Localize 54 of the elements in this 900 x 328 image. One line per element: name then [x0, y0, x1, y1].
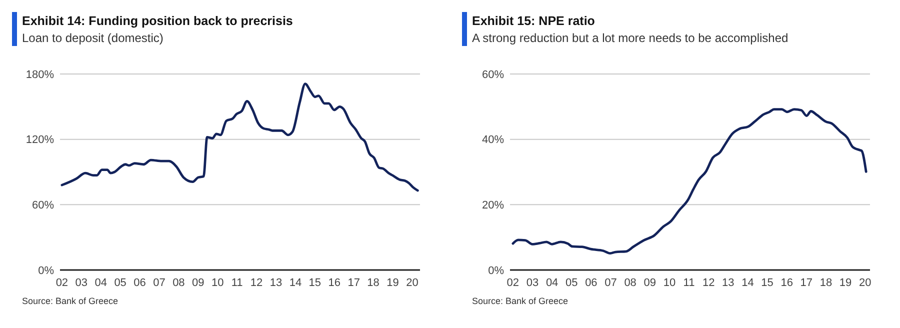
x-tick-label: 19 [839, 277, 852, 289]
x-tick-label: 10 [211, 277, 224, 289]
x-tick-label: 17 [348, 277, 360, 289]
x-tick-label: 11 [231, 277, 243, 289]
x-tick-label: 14 [289, 277, 302, 289]
x-tick-label: 06 [585, 277, 598, 289]
x-tick-label: 13 [722, 277, 734, 289]
source-note: Source: Bank of Greece [22, 296, 118, 306]
x-tick-label: 18 [820, 277, 832, 289]
x-tick-label: 05 [114, 277, 126, 289]
x-tick-label: 02 [506, 277, 520, 289]
source-note: Source: Bank of Greece [472, 296, 568, 306]
x-tick-label: 20 [406, 277, 418, 289]
x-tick-label: 09 [644, 277, 656, 289]
x-tick-label: 02 [56, 277, 68, 289]
x-tick-label: 12 [702, 277, 715, 289]
x-tick-label: 08 [624, 277, 636, 289]
x-tick-label: 07 [604, 277, 617, 289]
x-tick-label: 10 [663, 277, 676, 289]
chart-subtitle: A strong reduction but a lot more needs to be accomplished [472, 31, 788, 45]
x-tick-label: 04 [546, 277, 558, 289]
chart-subtitle: Loan to deposit (domestic) [22, 31, 164, 45]
x-tick-label: 08 [172, 277, 185, 289]
y-tick-label: 60% [482, 68, 504, 81]
chart-title: Exhibit 15: NPE ratio [472, 14, 596, 28]
y-tick-label: 20% [482, 200, 504, 212]
y-tick-label: 0% [488, 264, 504, 277]
x-tick-label: 04 [94, 277, 107, 289]
y-tick-label: 40% [482, 134, 504, 146]
x-tick-label: 11 [683, 277, 695, 289]
x-tick-label: 09 [192, 277, 204, 289]
x-tick-label: 16 [780, 277, 793, 289]
x-tick-label: 19 [386, 277, 399, 289]
x-tick-label: 14 [742, 277, 754, 289]
y-tick-label: 180% [26, 68, 54, 81]
x-tick-label: 13 [270, 277, 282, 289]
x-tick-label: 03 [526, 277, 539, 289]
y-tick-label: 0% [38, 264, 54, 277]
x-tick-label: 06 [134, 277, 146, 289]
x-tick-label: 20 [858, 277, 872, 289]
chart-title: Exhibit 14: Funding position back to precrisis [22, 14, 293, 28]
line-series [512, 108, 868, 255]
x-tick-label: 05 [566, 277, 578, 289]
x-tick-label: 15 [308, 277, 322, 289]
x-tick-label: 18 [367, 277, 380, 289]
line-series [60, 82, 419, 192]
x-tick-label: 17 [800, 277, 813, 289]
y-tick-label: 60% [32, 200, 54, 212]
x-tick-label: 07 [153, 277, 166, 289]
y-tick-label: 120% [26, 134, 54, 146]
x-tick-label: 15 [761, 277, 774, 289]
x-tick-label: 03 [75, 277, 88, 289]
x-tick-label: 16 [328, 277, 341, 289]
x-tick-label: 12 [250, 277, 263, 289]
